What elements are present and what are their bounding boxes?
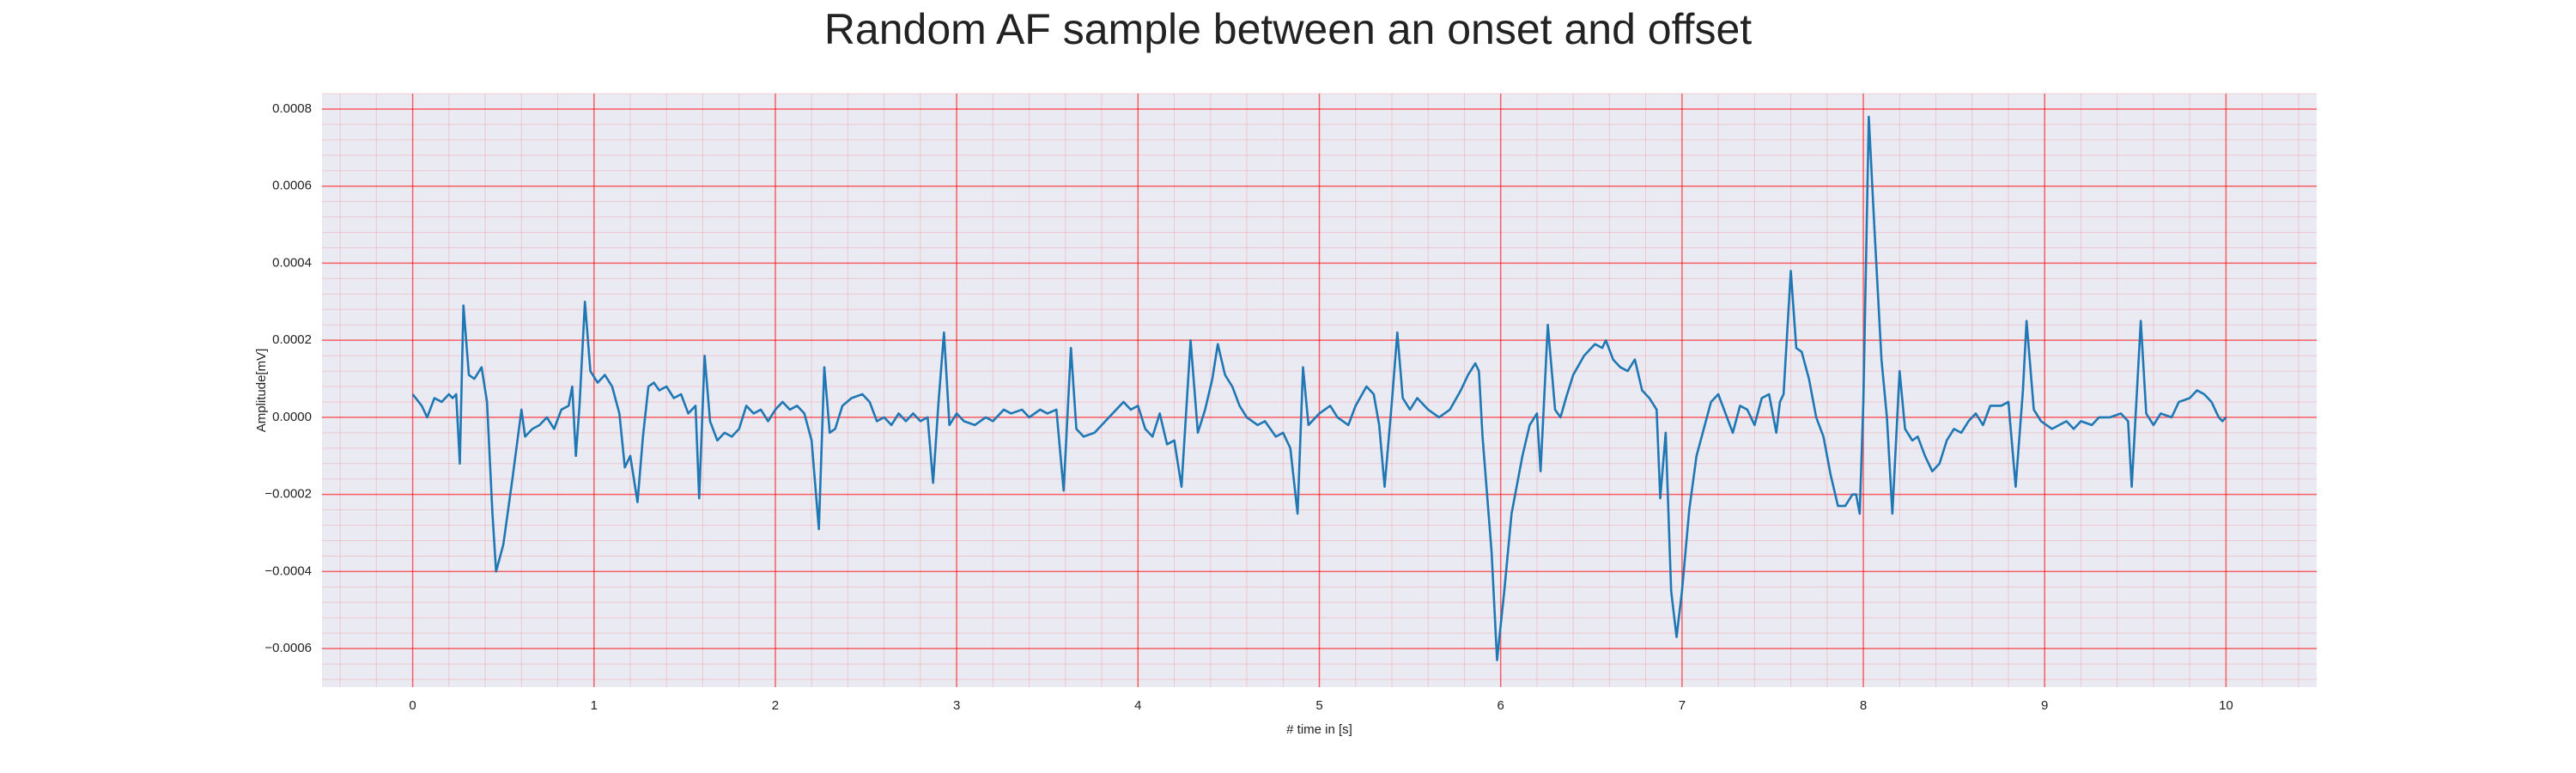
x-tick-label: 3 — [953, 698, 960, 713]
x-tick-label: 1 — [591, 698, 598, 713]
y-tick-label: 0.0008 — [272, 101, 312, 116]
y-tick-label: −0.0002 — [264, 487, 312, 502]
y-tick-label: 0.0004 — [272, 255, 312, 270]
x-tick-label: 10 — [2219, 698, 2233, 713]
x-tick-label: 9 — [2041, 698, 2048, 713]
x-tick-label: 4 — [1134, 698, 1141, 713]
x-axis-label: # time in [s] — [1286, 722, 1352, 737]
x-tick-label: 2 — [772, 698, 779, 713]
x-tick-label: 8 — [1860, 698, 1867, 713]
y-tick-label: −0.0004 — [264, 563, 312, 578]
chart-title: Random AF sample between an onset and of… — [824, 5, 1752, 53]
y-axis-label: Amplitude[mV] — [254, 349, 269, 433]
y-tick-label: 0.0006 — [272, 179, 312, 193]
y-tick-label: 0.0002 — [272, 332, 312, 347]
x-tick-label: 6 — [1498, 698, 1504, 713]
x-tick-label: 0 — [409, 698, 416, 713]
y-tick-label: −0.0006 — [264, 641, 312, 655]
x-tick-label: 5 — [1315, 698, 1322, 713]
x-tick-label: 7 — [1679, 698, 1686, 713]
signal-line — [411, 115, 2227, 661]
y-tick-label: 0.0000 — [272, 410, 312, 424]
